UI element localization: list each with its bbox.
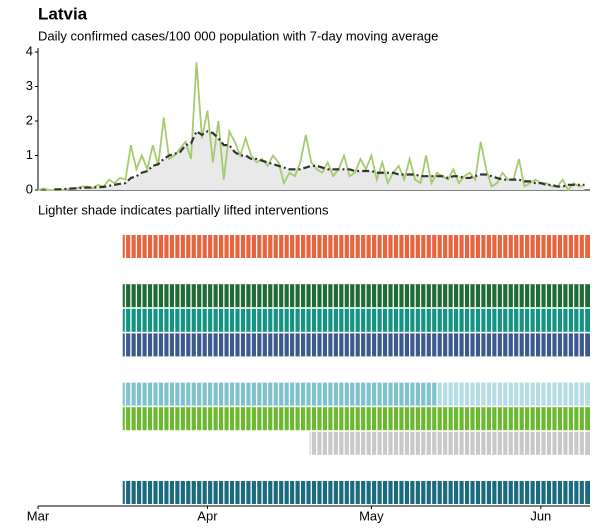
series-line: [54, 129, 585, 191]
y-tick-label: 1: [26, 147, 33, 162]
intervention-bar: [122, 407, 591, 431]
y-tick-label: 3: [26, 78, 33, 93]
chart-subtitle: Daily confirmed cases/100 000 population…: [38, 28, 438, 43]
x-tick-label: Jun: [530, 508, 551, 523]
x-tick-label: Apr: [197, 508, 218, 523]
y-tick-label: 0: [26, 181, 33, 196]
series-line: [37, 62, 585, 192]
intervention-bar: [122, 382, 437, 406]
chart-title: Latvia: [38, 4, 88, 23]
x-tick-label: Mar: [27, 508, 50, 523]
x-tick-label: May: [359, 508, 384, 523]
intervention-bar: [122, 481, 591, 504]
intervention-bar: [309, 431, 590, 455]
intervention-bar: [122, 333, 591, 357]
intervention-bar: [122, 235, 591, 258]
y-tick-label: 2: [26, 112, 33, 127]
intervention-bar: [122, 284, 591, 308]
y-tick-label: 4: [26, 43, 33, 58]
annotation: Lighter shade indicates partially lifted…: [38, 202, 329, 217]
intervention-bar: [122, 308, 591, 332]
